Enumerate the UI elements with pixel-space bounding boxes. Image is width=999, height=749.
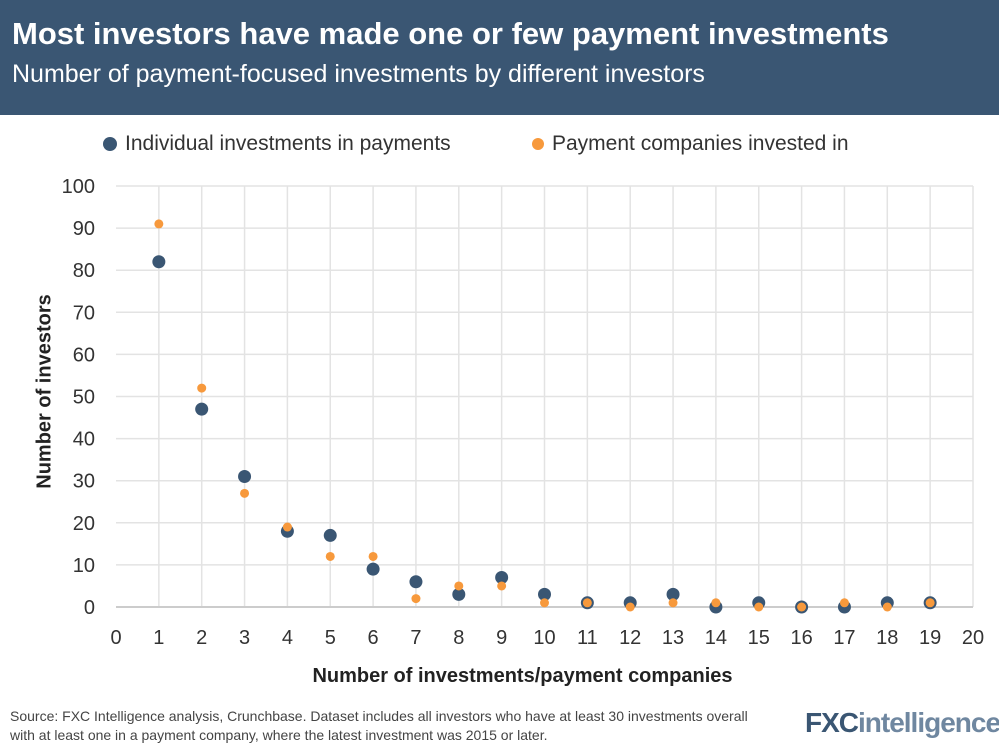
- individual-investments-point: [152, 255, 166, 269]
- y-tick-label: 80: [73, 260, 95, 282]
- payment-companies-point: [497, 581, 507, 591]
- x-tick-label: 15: [748, 627, 770, 649]
- y-tick-label: 60: [73, 344, 95, 366]
- payment-companies-point: [154, 219, 164, 229]
- x-tick-label: 11: [577, 627, 598, 649]
- individual-investments-point: [409, 575, 423, 589]
- payment-companies-point: [282, 522, 292, 532]
- y-tick-label: 10: [73, 555, 95, 577]
- header-banner: Most investors have made one or few paym…: [0, 0, 999, 115]
- individual-investments-point: [195, 402, 209, 416]
- x-tick-label: 14: [705, 627, 727, 649]
- payment-companies-point: [540, 598, 549, 608]
- x-tick-label: 20: [962, 627, 984, 649]
- y-tick-label: 30: [73, 471, 95, 493]
- individual-investments-point: [495, 571, 509, 585]
- payment-companies-point: [454, 581, 464, 591]
- payment-companies-point: [882, 602, 892, 612]
- x-tick-label: 3: [239, 627, 250, 649]
- payment-companies-point: [582, 598, 592, 608]
- x-tick-label: 2: [196, 627, 207, 649]
- individual-investments-point: [323, 528, 337, 542]
- legend-item-individual: Individual investments in payments: [103, 132, 451, 156]
- x-tick-label: 8: [453, 627, 464, 649]
- payment-companies-point: [240, 488, 250, 498]
- payment-companies-point: [197, 383, 207, 393]
- payment-companies-point: [797, 602, 807, 612]
- x-tick-label: 10: [533, 627, 555, 649]
- payment-companies-point: [325, 551, 335, 561]
- x-tick-label: 18: [876, 627, 898, 649]
- payment-companies-point: [754, 602, 764, 612]
- y-tick-label: 20: [73, 513, 95, 535]
- individual-investments-point: [238, 469, 252, 483]
- payment-companies-point: [411, 594, 421, 604]
- x-tick-label: 7: [410, 627, 421, 649]
- x-tick-label: 9: [496, 627, 507, 649]
- x-axis-label: Number of investments/payment companies: [312, 665, 733, 687]
- chart-title: Most investors have made one or few paym…: [12, 16, 889, 51]
- y-tick-label: 70: [73, 302, 95, 324]
- x-tick-label: 6: [368, 627, 379, 649]
- payment-companies-point: [368, 551, 378, 561]
- legend-label: Individual investments in payments: [125, 132, 451, 155]
- y-tick-label: 40: [73, 429, 95, 451]
- payment-companies-point: [668, 598, 678, 608]
- payment-companies-point: [711, 598, 721, 608]
- source-note: Source: FXC Intelligence analysis, Crunc…: [10, 708, 748, 743]
- x-tick-label: 12: [619, 627, 641, 649]
- legend-marker: [532, 138, 544, 150]
- legend-label: Payment companies invested in: [552, 132, 849, 155]
- x-tick-label: 16: [790, 627, 812, 649]
- individual-investments-point: [666, 587, 680, 601]
- x-tick-label: 1: [153, 627, 164, 649]
- x-tick-label: 19: [919, 627, 941, 649]
- payment-companies-point: [839, 598, 849, 608]
- y-tick-label: 50: [73, 387, 95, 409]
- individual-investments-point: [366, 562, 380, 576]
- y-axis-label: Number of investors: [33, 294, 56, 489]
- y-tick-label: 90: [73, 218, 95, 240]
- legend-marker: [103, 137, 117, 151]
- payment-companies-point: [925, 598, 935, 608]
- fxc-logo: FXCintelligence: [805, 707, 999, 738]
- payment-companies-point: [625, 602, 635, 612]
- individual-investments-point: [538, 587, 551, 601]
- chart-subtitle: Number of payment-focused investments by…: [12, 60, 705, 88]
- x-tick-label: 0: [110, 627, 121, 649]
- x-tick-label: 13: [662, 627, 684, 649]
- x-tick-label: 17: [833, 627, 855, 649]
- y-tick-label: 100: [62, 176, 95, 198]
- legend-item-companies: Payment companies invested in: [532, 132, 849, 156]
- x-tick-label: 5: [325, 627, 336, 649]
- x-tick-label: 4: [282, 627, 293, 649]
- y-tick-label: 0: [84, 597, 95, 619]
- individual-investments-point: [452, 587, 466, 601]
